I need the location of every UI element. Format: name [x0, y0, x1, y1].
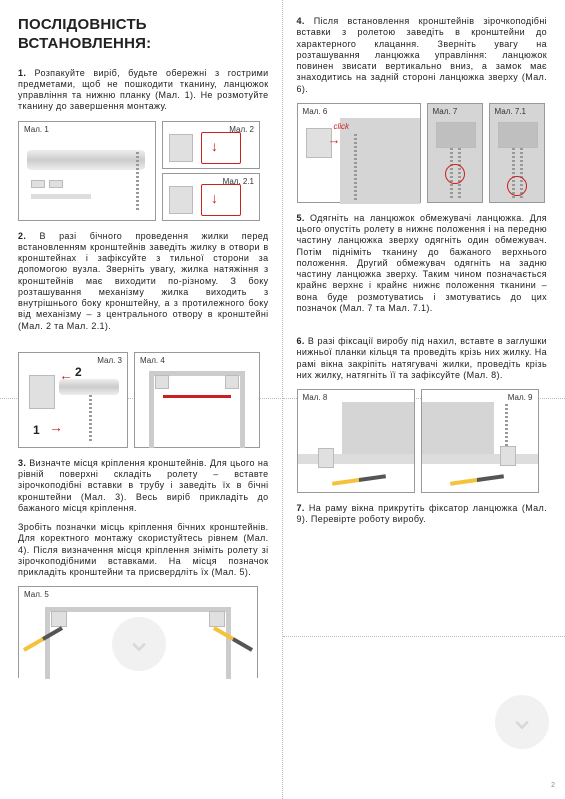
figure-6: Мал. 6 → click: [297, 103, 421, 203]
fig6-click-label: click: [334, 122, 350, 132]
step-3b-body: Зробіть позначки місць кріплення бічних …: [18, 522, 269, 577]
fig9-fabric: [422, 402, 494, 458]
left-column: ПОСЛІДОВНІСТЬ ВСТАНОВЛЕННЯ: 1. Розпакуйт…: [0, 0, 283, 799]
figure-9-label: Мал. 9: [508, 393, 533, 403]
figure-9: Мал. 9: [421, 389, 539, 493]
fig7-circle: [445, 164, 465, 184]
page-title: ПОСЛІДОВНІСТЬ ВСТАНОВЛЕННЯ:: [18, 16, 269, 54]
fig21-arrow-icon: ↓: [211, 190, 218, 208]
fig9-tool: [449, 474, 503, 485]
watermark-icon: [495, 695, 549, 749]
step-5-body: Одягніть на ланцюжок обмежувачі ланцюжка…: [297, 213, 548, 313]
figure-4: Мал. 4: [134, 352, 260, 448]
fig3-arrow1-icon: →: [49, 419, 63, 437]
figure-row-4: Мал. 6 → click Мал. 7 Мал. 7.1: [297, 103, 548, 203]
figure-3-label: Мал. 3: [97, 356, 122, 366]
fig8-rail: [298, 454, 414, 464]
step-5-num: 5.: [297, 213, 305, 223]
step-5-text: 5. Одягніть на ланцюжок обмежувачі ланцю…: [297, 213, 548, 314]
watermark-icon: [112, 617, 166, 671]
fig4-b1: [155, 375, 169, 389]
step-7-text: 7. На раму вікна прикрутіть фіксатор лан…: [297, 503, 548, 526]
figure-2: Мал. 2 ↓: [162, 121, 260, 169]
figure-7-1: Мал. 7.1: [489, 103, 545, 203]
fig5-b2: [209, 611, 225, 627]
step-2-body: В разі бічного проведення жилки перед вс…: [18, 231, 269, 331]
step-4-num: 4.: [297, 16, 305, 26]
step-7-num: 7.: [297, 503, 305, 513]
right-divider-2: [283, 636, 565, 637]
fig1-part: [31, 180, 45, 188]
fig7-mech: [436, 122, 476, 148]
figure-5: Мал. 5: [18, 586, 258, 678]
fig4-level: [163, 395, 231, 398]
fig3-chain: [89, 395, 92, 441]
fig6-wall: [340, 118, 420, 204]
step-6-text: 6. В разі фіксації виробу під нахил, вст…: [297, 336, 548, 381]
figure-row-1: Мал. 1 Мал. 2 ↓ Мал. 2.1 ↓: [18, 121, 269, 221]
fig8-fabric: [342, 402, 414, 458]
fig5-b1: [51, 611, 67, 627]
fig21-bracket: [169, 186, 193, 214]
fig4-b2: [225, 375, 239, 389]
figure-row-2: Мал. 3 ← 2 → 1 Мал. 4: [18, 352, 269, 448]
fig21-highlight: [201, 184, 241, 216]
step-1-text: 1. Розпакуйте виріб, будьте обережні з г…: [18, 68, 269, 113]
page-number: 2: [551, 782, 555, 791]
fig71-circle: [507, 176, 527, 196]
fig71-mech: [498, 122, 538, 148]
step-3a-text: 3. Визначте місця кріплення кронштейнів.…: [18, 458, 269, 514]
fig3-bracket: [29, 375, 55, 409]
fig6-chain: [354, 134, 357, 200]
fig3-arrow2-icon: ←: [59, 367, 73, 385]
figure-7-label: Мал. 7: [433, 107, 458, 117]
fig3-mark-1: 1: [33, 423, 40, 438]
step-4-text: 4. Після встановлення кронштейнів зірочк…: [297, 16, 548, 95]
fig2-highlight: [201, 132, 241, 164]
fig6-arrow-icon: →: [328, 132, 341, 148]
fig9-rail: [422, 454, 538, 464]
step-6-num: 6.: [297, 336, 305, 346]
step-3a-body: Визначте місця кріплення кронштейнів. Дл…: [18, 458, 269, 513]
step-1-num: 1.: [18, 68, 26, 78]
step-3-num: 3.: [18, 458, 26, 468]
step-4-body: Після встановлення кронштейнів зірочкопо…: [297, 16, 548, 94]
fig2-bracket: [169, 134, 193, 162]
figure-1-label: Мал. 1: [24, 125, 49, 135]
figure-row-5: Мал. 8 Мал. 9: [297, 389, 548, 493]
figure-8-label: Мал. 8: [303, 393, 328, 403]
fig1-bar: [31, 194, 91, 199]
step-7-body: На раму вікна прикрутіть фіксатор ланцюж…: [297, 503, 548, 524]
figure-1: Мал. 1: [18, 121, 156, 221]
figure-row-3: Мал. 5: [18, 586, 269, 678]
fig1-part: [49, 180, 63, 188]
fig2-arrow-icon: ↓: [211, 138, 218, 156]
step-2-num: 2.: [18, 231, 26, 241]
right-column: 4. Після встановлення кронштейнів зірочк…: [283, 0, 565, 799]
step-2-text: 2. В разі бічного проведення жилки перед…: [18, 231, 269, 332]
figure-7: Мал. 7: [427, 103, 483, 203]
step-1-body: Розпакуйте виріб, будьте обережні з гост…: [18, 68, 269, 112]
figure-5-label: Мал. 5: [24, 590, 49, 600]
step-6-body: В разі фіксації виробу під нахил, вставт…: [297, 336, 548, 380]
figure-2-1: Мал. 2.1 ↓: [162, 173, 260, 221]
fig1-roller: [27, 150, 145, 170]
fig8-tensioner: [318, 448, 334, 468]
figure-8: Мал. 8: [297, 389, 415, 493]
figure-7-1-label: Мал. 7.1: [495, 107, 526, 117]
figure-4-label: Мал. 4: [140, 356, 165, 366]
fig3-mark-2: 2: [75, 365, 82, 380]
fig9-fixator: [500, 446, 516, 466]
fig1-chain: [136, 152, 139, 212]
step-3b-text: Зробіть позначки місць кріплення бічних …: [18, 522, 269, 578]
page: ПОСЛІДОВНІСТЬ ВСТАНОВЛЕННЯ: 1. Розпакуйт…: [0, 0, 565, 799]
figure-3: Мал. 3 ← 2 → 1: [18, 352, 128, 448]
figure-6-label: Мал. 6: [303, 107, 328, 117]
fig8-tool: [331, 474, 385, 485]
